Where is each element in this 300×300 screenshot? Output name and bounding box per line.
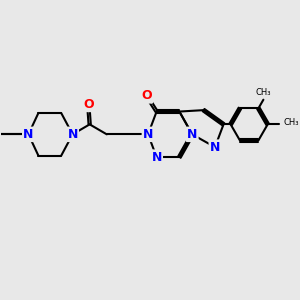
Text: O: O xyxy=(141,89,152,102)
Text: N: N xyxy=(152,151,162,164)
Text: CH₃: CH₃ xyxy=(283,118,299,127)
Text: CH₃: CH₃ xyxy=(256,88,271,97)
Text: N: N xyxy=(210,141,220,154)
Text: N: N xyxy=(187,128,197,141)
Text: N: N xyxy=(23,128,34,141)
Text: O: O xyxy=(83,98,94,111)
Text: N: N xyxy=(143,128,153,141)
Text: N: N xyxy=(68,128,78,141)
